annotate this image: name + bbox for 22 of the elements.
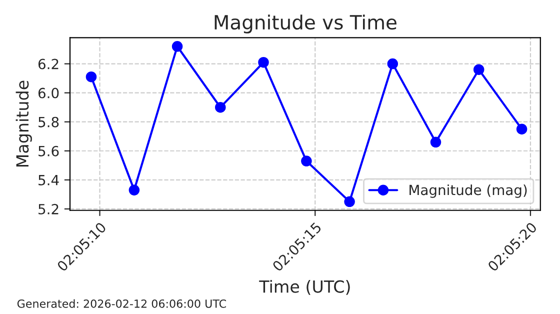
point	[516, 124, 528, 134]
text: Generated: 2026-02-12 06:06:00 UTC	[17, 299, 226, 308]
y-tick-label: 5.6	[38, 146, 59, 156]
point	[86, 71, 97, 82]
point	[215, 102, 226, 113]
chart-title: Magnitude vs Time	[214, 14, 396, 34]
legend-label: Magnitude (mag)	[410, 184, 527, 198]
y-tick-label: 6.2	[38, 58, 58, 70]
point	[301, 156, 312, 166]
y-axis-title: Magnitude	[16, 80, 32, 167]
point	[172, 41, 183, 52]
y-tick-label: 6.0	[38, 88, 59, 98]
point	[430, 136, 442, 148]
point	[344, 196, 355, 208]
point	[473, 64, 484, 75]
y-tick-label: 5.4	[38, 175, 59, 186]
point	[128, 184, 140, 196]
x-axis-title: Time (UTC)	[259, 280, 350, 295]
y-tick-label: 5.8	[38, 116, 59, 128]
point	[258, 56, 269, 68]
point	[387, 58, 398, 70]
y-tick-label: 5.2	[38, 204, 58, 214]
